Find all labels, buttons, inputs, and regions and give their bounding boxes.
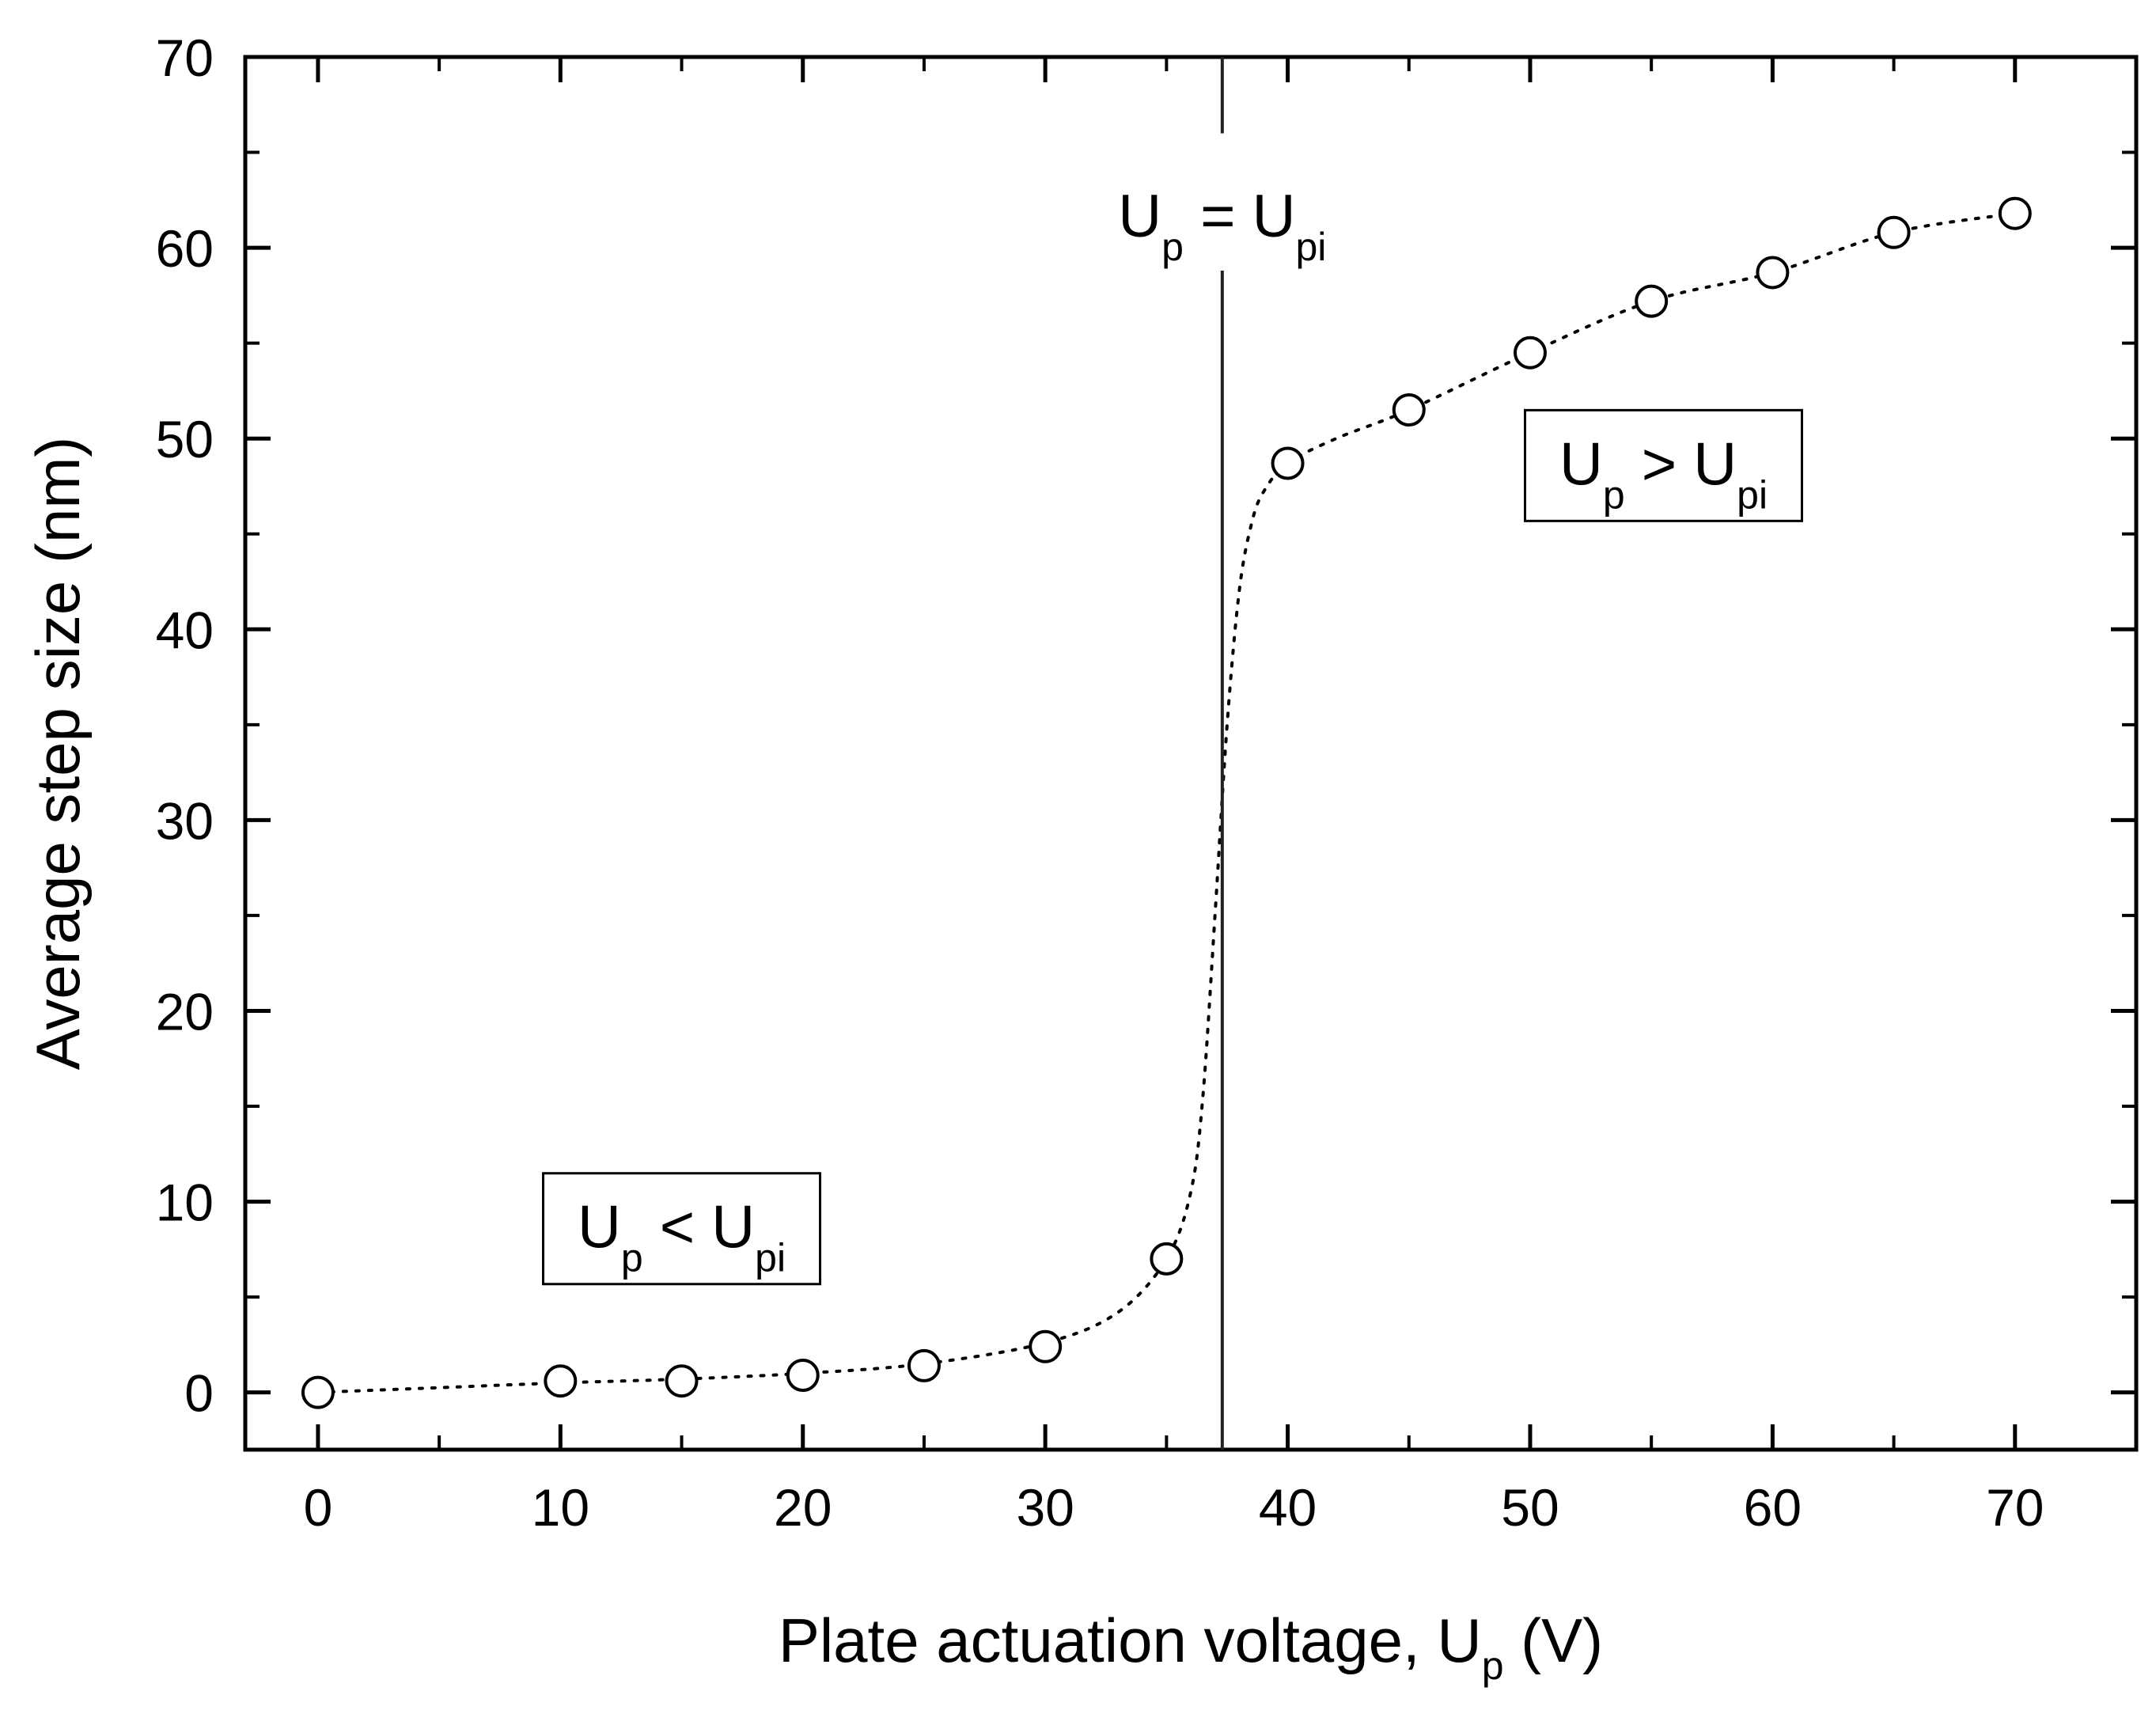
y-tick-label: 50 — [156, 410, 214, 468]
y-tick-label: 70 — [156, 28, 214, 87]
data-point — [1635, 284, 1669, 318]
x-tick-label: 40 — [1259, 1478, 1317, 1537]
x-axis-title: Plate actuation voltage, Up (V) — [779, 1606, 1603, 1688]
data-points — [301, 196, 2032, 1409]
annotation-text: Up = Upi — [1118, 183, 1326, 269]
annotation-2: Up > Upi — [1524, 408, 1803, 522]
annotation-0: Up = Upi — [1118, 183, 1326, 269]
data-point — [1392, 393, 1426, 427]
y-tick-label: 20 — [156, 982, 214, 1041]
data-point — [301, 1375, 335, 1409]
y-tick-label: 60 — [156, 219, 214, 278]
data-point — [1271, 446, 1305, 480]
annotation-text: Up < Upi — [578, 1194, 786, 1280]
x-tick-label: 60 — [1744, 1478, 1802, 1537]
annotation-1: Up < Upi — [542, 1172, 822, 1286]
data-point — [907, 1348, 941, 1382]
y-tick-label: 30 — [156, 791, 214, 850]
y-tick-label: 0 — [184, 1364, 214, 1423]
y-axis-title: Average step size (nm) — [23, 437, 93, 1071]
x-axis: 0 10 20 30 40 50 60 70 — [304, 57, 2044, 1537]
data-point — [1756, 256, 1790, 290]
fit-curve-layer — [316, 211, 2017, 1394]
data-point — [1029, 1329, 1063, 1363]
x-tick-label: 10 — [532, 1478, 589, 1537]
data-point — [786, 1358, 820, 1392]
annotation-text: Up > Upi — [1559, 430, 1768, 517]
x-tick-label: 70 — [1986, 1478, 2044, 1537]
data-point — [1513, 336, 1547, 370]
data-point — [1150, 1242, 1184, 1276]
annotation-box — [1524, 408, 1803, 522]
data-point — [1998, 196, 2032, 230]
x-tick-label: 50 — [1501, 1478, 1559, 1537]
data-point — [1877, 215, 1911, 249]
y-tick-label: 10 — [156, 1173, 214, 1232]
annotations: Up = Upi Up < Upi Up > Upi — [542, 183, 1803, 1286]
y-axis: 0 10 20 30 40 50 60 70 — [156, 28, 2136, 1423]
plot-frame — [243, 55, 2139, 1452]
data-point — [665, 1364, 699, 1398]
y-tick-label: 40 — [156, 601, 214, 659]
annotation-box — [542, 1172, 822, 1286]
fit-curve — [316, 211, 2017, 1394]
x-tick-label: 30 — [1016, 1478, 1074, 1537]
data-point — [544, 1364, 578, 1398]
x-tick-label: 20 — [774, 1478, 832, 1537]
x-tick-label: 0 — [304, 1478, 333, 1537]
